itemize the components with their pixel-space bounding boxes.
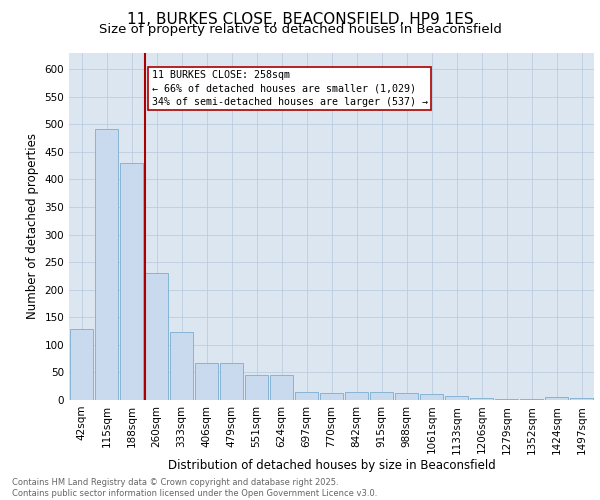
Bar	[245, 374, 268, 400]
Bar	[295, 392, 318, 400]
Bar	[545, 397, 568, 400]
X-axis label: Distribution of detached houses by size in Beaconsfield: Distribution of detached houses by size …	[167, 459, 496, 472]
Bar	[470, 398, 493, 400]
Bar	[270, 374, 293, 400]
Bar	[195, 363, 218, 400]
Bar	[445, 396, 468, 400]
Bar	[345, 392, 368, 400]
Bar	[395, 394, 418, 400]
Y-axis label: Number of detached properties: Number of detached properties	[26, 133, 39, 320]
Bar	[220, 363, 243, 400]
Bar	[70, 330, 93, 400]
Bar	[570, 398, 593, 400]
Text: Contains HM Land Registry data © Crown copyright and database right 2025.
Contai: Contains HM Land Registry data © Crown c…	[12, 478, 377, 498]
Bar	[420, 394, 443, 400]
Text: 11, BURKES CLOSE, BEACONSFIELD, HP9 1ES: 11, BURKES CLOSE, BEACONSFIELD, HP9 1ES	[127, 12, 473, 28]
Bar	[320, 393, 343, 400]
Text: 11 BURKES CLOSE: 258sqm
← 66% of detached houses are smaller (1,029)
34% of semi: 11 BURKES CLOSE: 258sqm ← 66% of detache…	[151, 70, 427, 106]
Bar	[370, 392, 393, 400]
Bar	[120, 163, 143, 400]
Bar	[95, 128, 118, 400]
Text: Size of property relative to detached houses in Beaconsfield: Size of property relative to detached ho…	[98, 24, 502, 36]
Bar	[145, 273, 168, 400]
Bar	[170, 332, 193, 400]
